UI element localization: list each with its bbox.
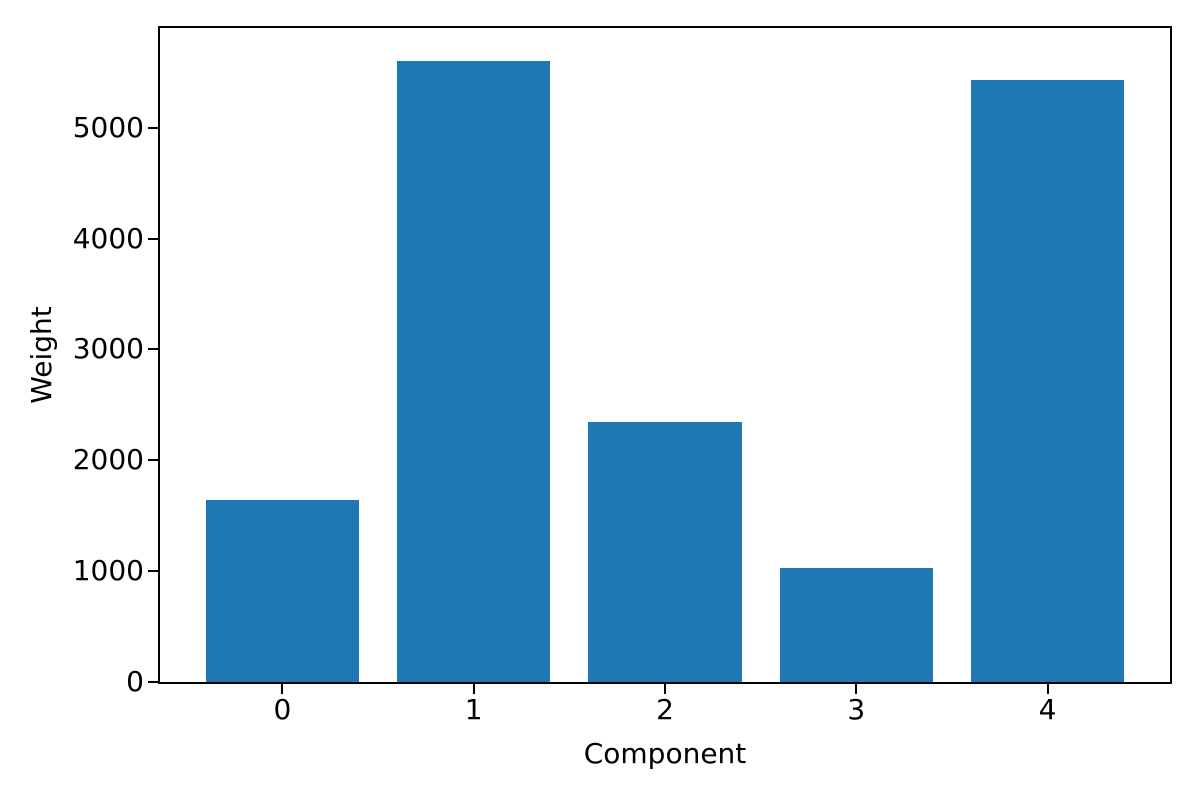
bar bbox=[971, 80, 1125, 682]
y-tick-mark bbox=[148, 348, 158, 351]
y-tick-mark bbox=[148, 126, 158, 129]
x-tick-mark bbox=[472, 684, 475, 694]
bar bbox=[397, 61, 551, 682]
x-axis-label: Component bbox=[583, 737, 747, 770]
x-tick-label: 4 bbox=[1038, 693, 1057, 726]
x-tick-mark bbox=[1046, 684, 1049, 694]
bar bbox=[588, 422, 742, 682]
y-tick-label: 3000 bbox=[72, 332, 144, 366]
x-tick-mark bbox=[855, 684, 858, 694]
x-tick-label: 2 bbox=[656, 693, 674, 726]
plot-area: 0 1000 2000 3000 4000 5000 0 1 2 3 4 bbox=[73, 26, 1172, 724]
y-tick-mark bbox=[148, 459, 158, 462]
x-tick-mark bbox=[664, 684, 666, 694]
y-tick-label: 1000 bbox=[72, 554, 144, 588]
y-tick-label: 2000 bbox=[72, 443, 144, 477]
bar bbox=[205, 500, 359, 682]
x-tick-label: 3 bbox=[847, 693, 866, 726]
y-tick-mark bbox=[148, 237, 158, 240]
bar bbox=[779, 567, 933, 682]
y-tick-label: 0 bbox=[126, 665, 144, 698]
x-tick-label: 1 bbox=[464, 693, 483, 726]
y-tick-label: 5000 bbox=[72, 110, 144, 144]
y-axis-label: Weight bbox=[25, 306, 58, 404]
x-tick-mark bbox=[281, 684, 284, 694]
y-tick-mark bbox=[148, 681, 158, 683]
y-tick-mark bbox=[148, 570, 158, 573]
y-tick-label: 4000 bbox=[72, 221, 144, 255]
x-tick-label: 0 bbox=[273, 693, 292, 726]
